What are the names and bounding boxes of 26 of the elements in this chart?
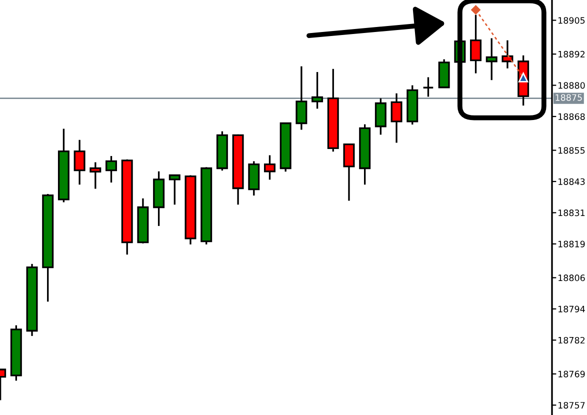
candlestick (296, 65, 308, 131)
y-tick-label: 18782 (558, 336, 585, 344)
candlestick (106, 155, 118, 184)
candlestick (74, 139, 86, 186)
y-tick-label: 18868 (558, 113, 585, 120)
y-tick-label: 18769 (558, 370, 585, 378)
y-tick-label: 18806 (558, 274, 585, 282)
candlestick (422, 76, 434, 98)
candlestick (168, 174, 180, 206)
y-tick-label: 18831 (558, 210, 585, 216)
ref-line-label: 18875 (556, 94, 582, 101)
y-tick-label: 18843 (558, 178, 585, 185)
y-tick-label: 18892 (558, 50, 585, 58)
y-tick-label: 18880 (558, 82, 585, 89)
candlestick (90, 161, 102, 190)
y-tick-label: 18794 (558, 306, 585, 312)
candlestick (374, 97, 386, 136)
candlestick (390, 92, 402, 144)
y-tick-label: 18757 (558, 402, 585, 409)
y-tick-label: 18855 (558, 147, 585, 154)
candlestick (486, 37, 498, 81)
candlestick (264, 154, 276, 181)
y-tick-label: 18905 (558, 17, 585, 24)
candlestick (312, 71, 324, 110)
y-tick-label: 18819 (558, 240, 585, 248)
candlestick (343, 143, 355, 202)
